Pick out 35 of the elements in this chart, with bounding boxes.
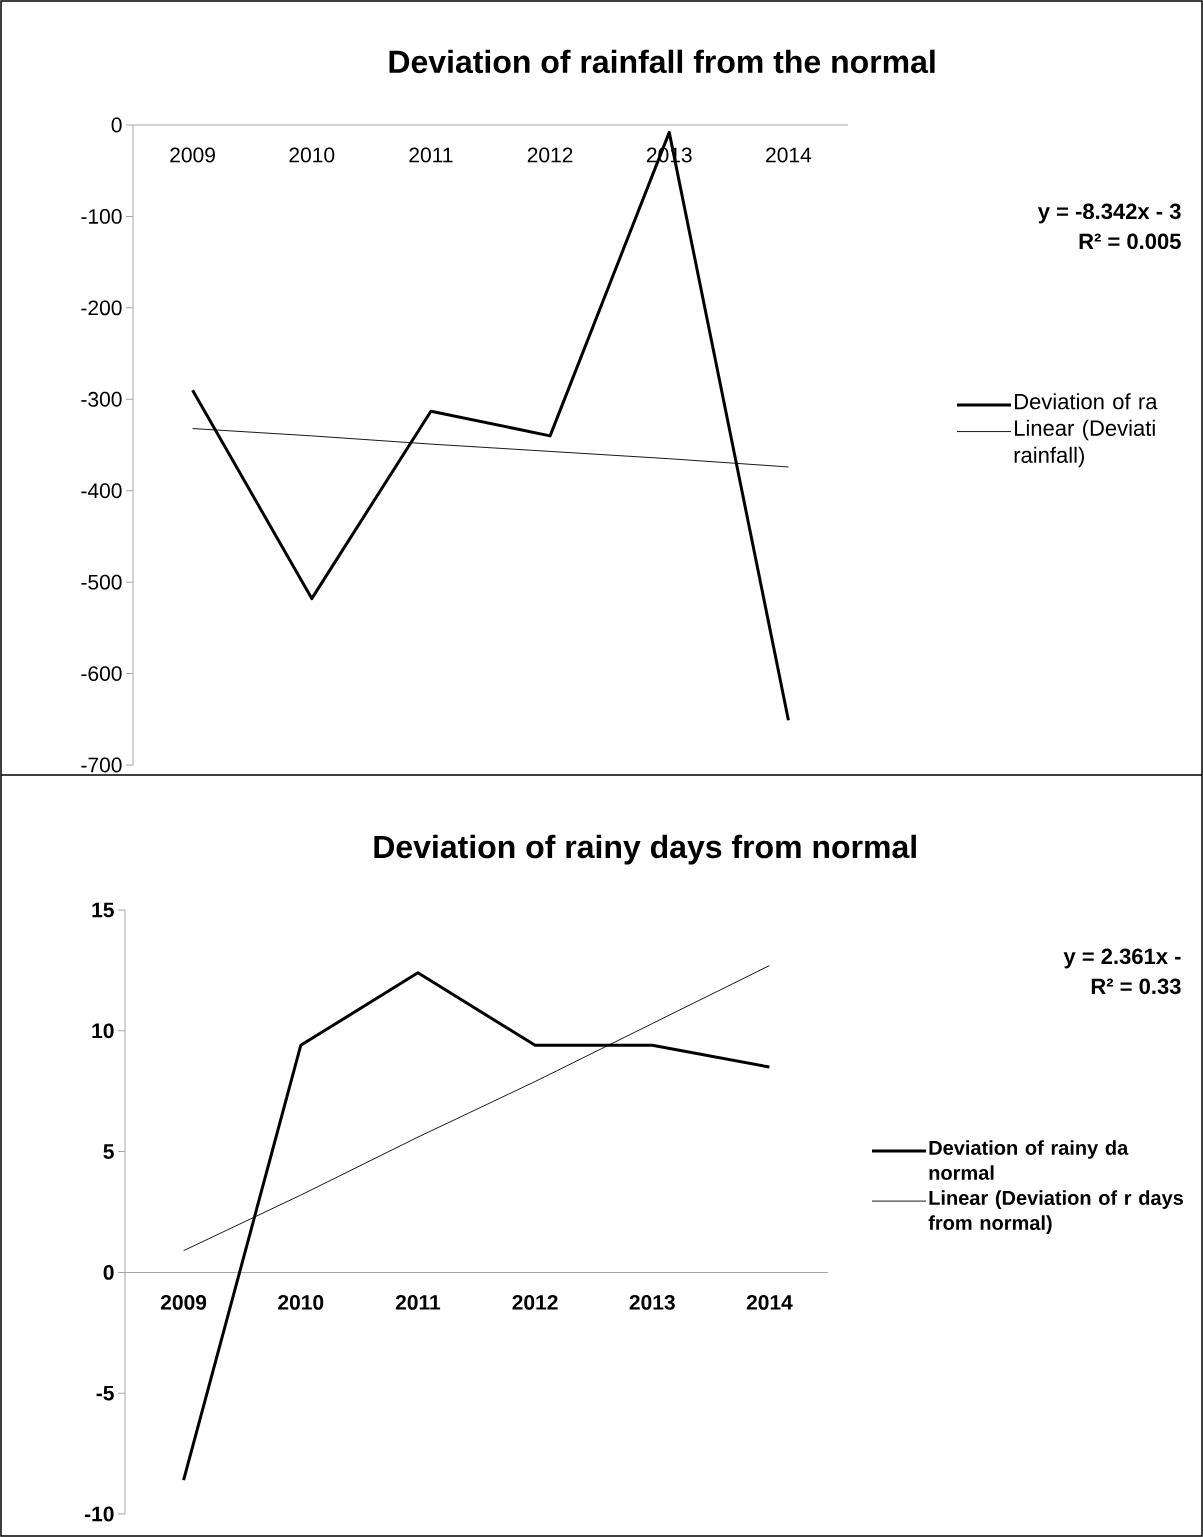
x-tick-label: 2010 [289, 147, 335, 163]
y-tick-label: 10 [92, 1023, 114, 1039]
x-tick-label: 2009 [170, 147, 215, 163]
chart-title: Deviation of rainy days from normal [374, 834, 916, 865]
x-tick-label: 2011 [409, 147, 453, 163]
y-tick-label: 0 [111, 117, 122, 133]
text: y = 2.361x - [1063, 948, 1181, 969]
y-tick-label: 15 [92, 902, 114, 918]
legend-label: Linear (Deviati rainfall) [1014, 419, 1155, 468]
x-tick-label: 2012 [527, 147, 573, 163]
x-tick-label: 2011 [395, 1294, 441, 1310]
y-tick-label: -100 [81, 209, 122, 224]
y-tick-label: 5 [103, 1144, 114, 1159]
y-tick-label: -500 [81, 574, 122, 590]
legend-label: Deviation of ra [1015, 393, 1158, 410]
x-tick-label: 2009 [160, 1294, 207, 1310]
x-tick-label: 2010 [278, 1294, 324, 1310]
y-tick-label: -300 [81, 391, 122, 407]
y-tick-label: -400 [81, 483, 122, 499]
x-tick-label: 2014 [766, 147, 812, 163]
text: y = -8.342x - 3 [1037, 203, 1181, 224]
text: R² = 0.33 [1091, 978, 1181, 995]
legend-label: Linear (Deviation of r days from normal) [928, 1190, 1183, 1234]
chart-title: Deviation of rainfall from the normal [389, 49, 935, 74]
y-tick-label: -5 [96, 1385, 114, 1401]
y-tick-label: 0 [103, 1264, 114, 1280]
legend-label: Deviation of rainy da normal [929, 1140, 1129, 1180]
y-tick-label: -700 [81, 757, 122, 773]
x-tick-label: 2014 [746, 1294, 793, 1310]
text: R² = 0.005 [1079, 233, 1181, 250]
x-tick-label: 2013 [629, 1294, 675, 1310]
y-tick-label: -200 [81, 300, 122, 316]
x-tick-label: 2012 [512, 1294, 558, 1310]
y-tick-label: -10 [84, 1506, 114, 1522]
y-tick-label: -600 [81, 666, 122, 682]
